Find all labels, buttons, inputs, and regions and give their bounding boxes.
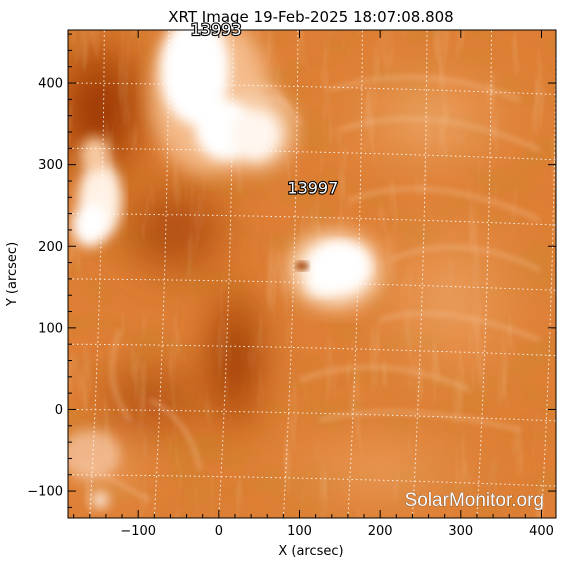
grid-meridian (218, 30, 234, 518)
region-label-13993: 13993 (191, 20, 242, 39)
x-axis: −100 0 100 200 300 400 (73, 30, 554, 539)
grid-parallel (68, 82, 556, 95)
x-tick-label: 0 (215, 524, 223, 539)
y-tick-label: 0 (55, 403, 63, 418)
grid-meridian (347, 30, 363, 518)
x-tick-label: 200 (368, 524, 393, 539)
grid-meridian (282, 30, 299, 518)
x-tick-label: 100 (287, 524, 312, 539)
grid-meridian (540, 30, 556, 518)
xrt-image (68, 30, 556, 518)
heliographic-grid (25, 30, 556, 518)
y-tick-label: 400 (38, 77, 63, 92)
y-tick-label: −100 (27, 485, 63, 500)
y-tick-label: 100 (38, 321, 63, 336)
plot-title: XRT Image 19-Feb-2025 18:07:08.808 (168, 8, 453, 26)
grid-meridian (25, 30, 40, 518)
grid-parallel (68, 147, 556, 161)
x-tick-label: 300 (448, 524, 473, 539)
grid-meridian (153, 30, 170, 518)
grid-parallel (68, 343, 556, 357)
region-labels: 13993 13997 (190, 19, 340, 199)
y-axis: −100 0 100 200 300 400 (27, 33, 556, 508)
region-label-13997: 13997 (287, 178, 338, 197)
grid-meridian (411, 30, 428, 518)
plot-frame (67, 29, 557, 519)
active-region-13997-emission (280, 225, 390, 315)
active-region-13993-emission (150, 30, 295, 175)
watermark: SolarMonitor.org (405, 490, 544, 511)
y-tick-label: 300 (38, 158, 63, 173)
grid-parallel (68, 474, 556, 487)
y-axis-label: Y (arcsec) (5, 242, 20, 307)
x-axis-label: X (arcsec) (278, 544, 343, 559)
y-tick-label: 200 (38, 240, 63, 255)
grid-parallel (68, 278, 556, 291)
limb-brightening-left (68, 137, 122, 508)
grid-meridian (476, 30, 492, 518)
grid-parallel (68, 408, 556, 422)
x-tick-label: −100 (120, 524, 156, 539)
grid-meridian (89, 30, 105, 518)
x-tick-label: 400 (529, 524, 554, 539)
grid-parallel (68, 213, 556, 226)
